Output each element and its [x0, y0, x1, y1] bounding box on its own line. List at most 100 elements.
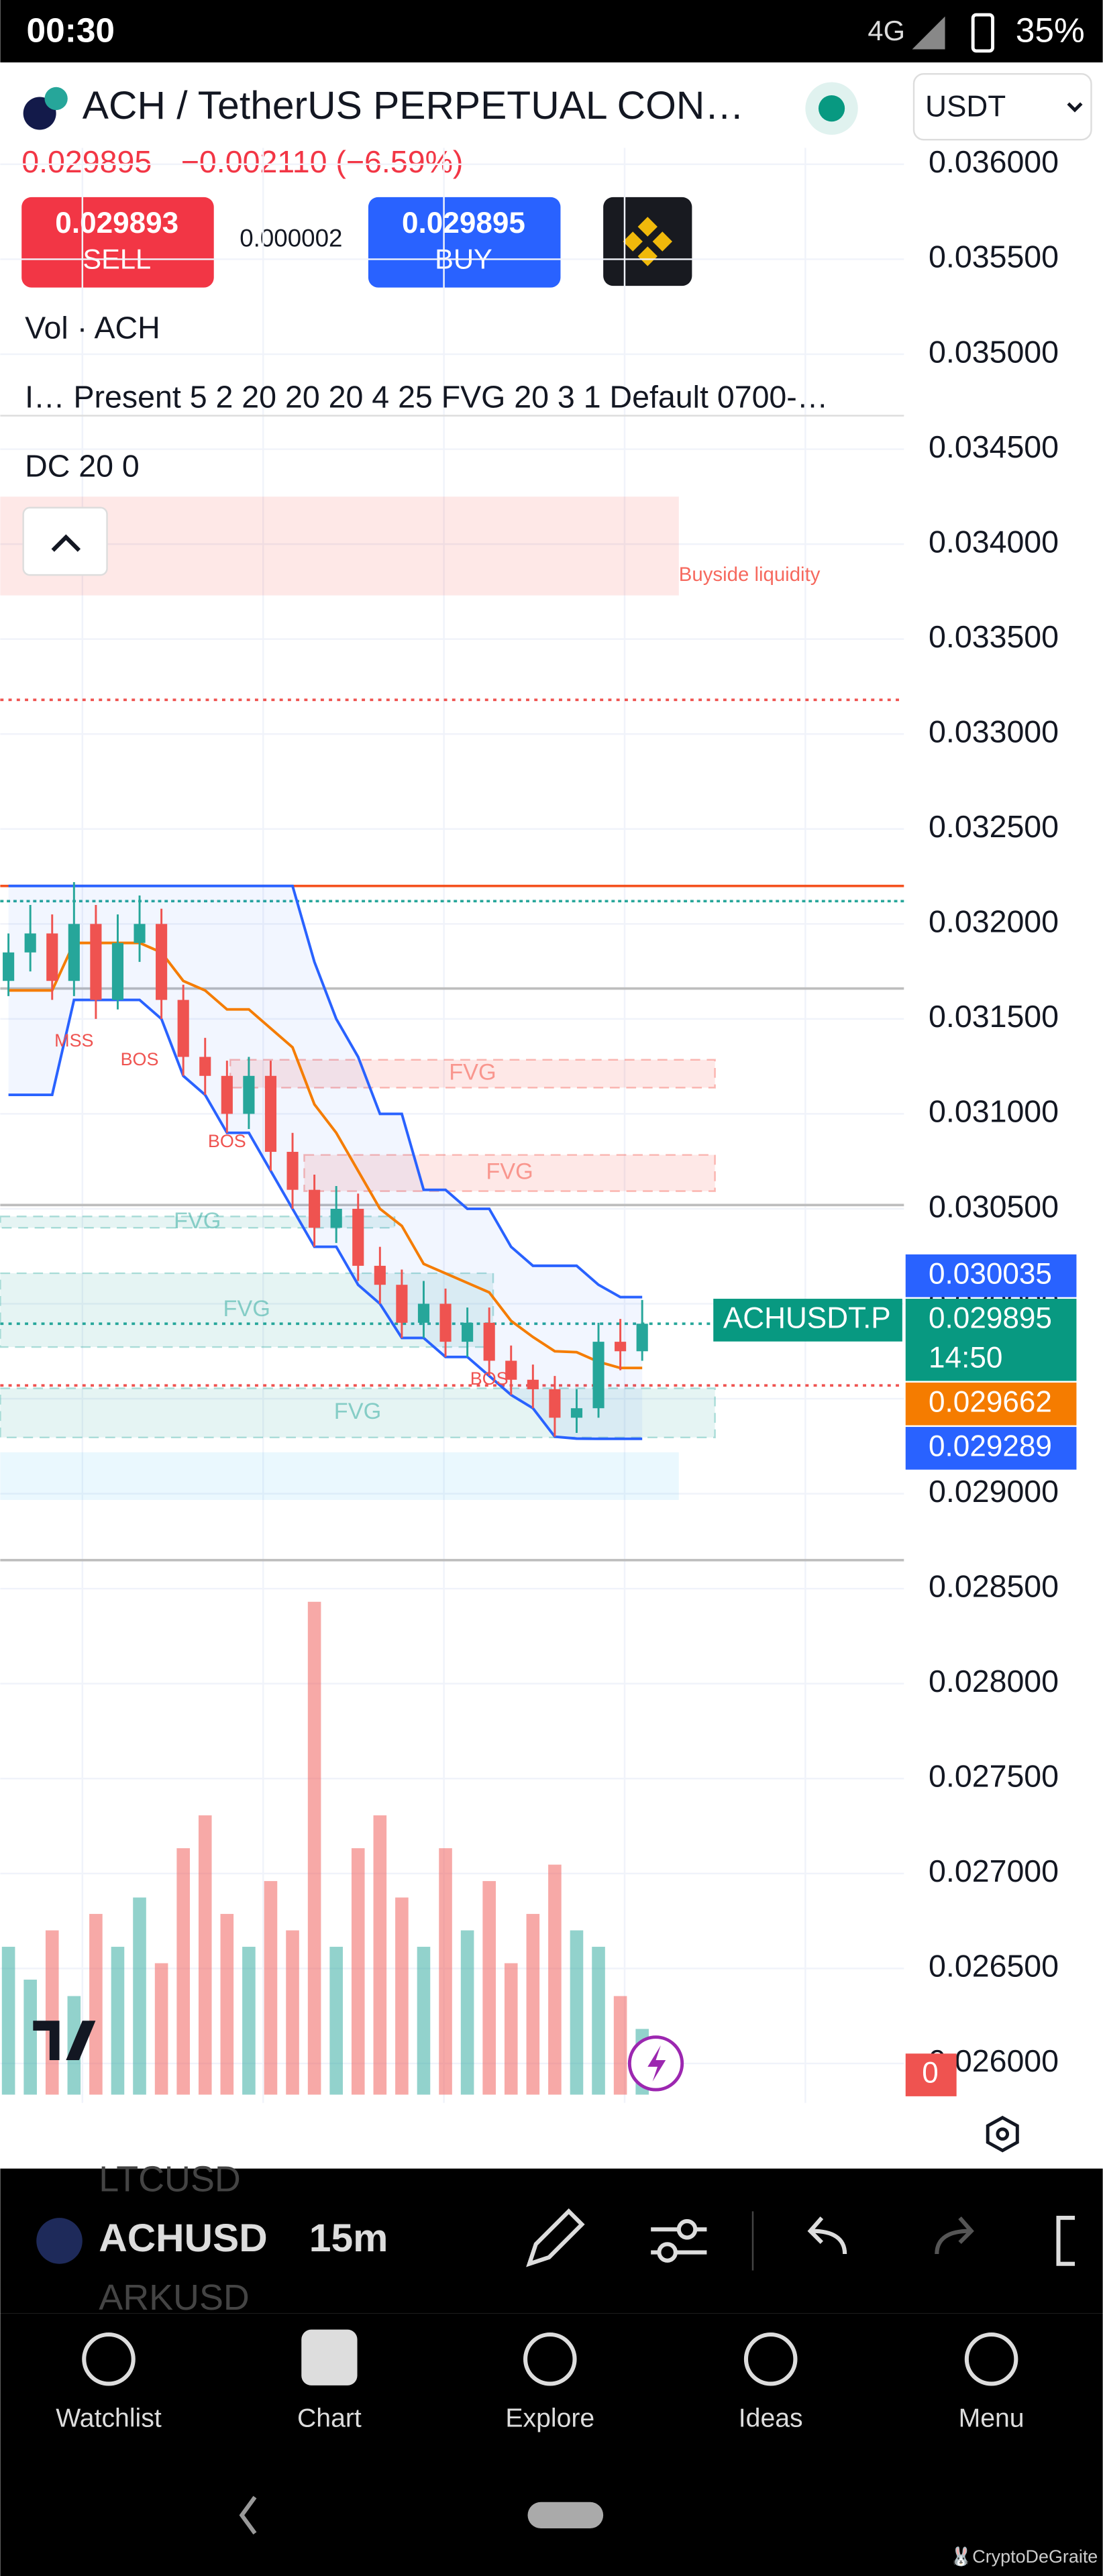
collapse-icon [51, 534, 81, 552]
signal-icon [912, 16, 945, 50]
nav-label[interactable]: Chart [297, 2404, 362, 2433]
currency-select[interactable] [912, 72, 1092, 141]
live-dot [818, 95, 845, 122]
nav-items: Watchlist Chart Explore Ideas Menu [56, 2329, 1025, 2433]
volume-legend: Vol · ACH [25, 311, 160, 345]
candle-body [3, 952, 15, 981]
nav-label[interactable]: Explore [505, 2404, 594, 2433]
buy-price: 0.029895 [402, 207, 525, 239]
sell-button[interactable] [21, 197, 214, 288]
volume-bar [220, 1914, 234, 2095]
home-pill[interactable] [527, 2502, 604, 2528]
nav-label[interactable]: Menu [959, 2404, 1025, 2433]
toolbar-symbol[interactable]: ACHUSD [99, 2216, 267, 2260]
candle-body [417, 1303, 430, 1323]
volume-bar [133, 1897, 146, 2095]
y-tick-label: 0.033000 [929, 714, 1059, 749]
redo[interactable] [935, 2216, 974, 2255]
candle-body [90, 924, 102, 1000]
last-price: 0.029895 [21, 144, 152, 179]
volume-bar [89, 1914, 103, 2095]
candle-body [199, 1057, 211, 1076]
price-tag [905, 1382, 1077, 1426]
volume-bar [526, 1914, 540, 2095]
settings-icon[interactable] [986, 2115, 1019, 2153]
broker-logo[interactable] [603, 197, 692, 286]
fullscreen[interactable] [1056, 2216, 1075, 2266]
y-tick-label: 0.034000 [929, 524, 1059, 559]
ghost-symbol: ARKUSD [99, 2277, 249, 2318]
volume-bar [23, 1980, 37, 2095]
volume-bar [286, 1930, 299, 2095]
volume-bar [460, 1930, 474, 2095]
collapse-button[interactable] [22, 506, 108, 576]
candle-body [462, 1322, 474, 1342]
indicator-legend: I… Present 5 2 20 20 20 4 25 FVG 20 3 1 … [25, 379, 828, 414]
nav-icon[interactable] [82, 2332, 136, 2386]
price-tag-label: 0.029289 [929, 1430, 1052, 1463]
volume-bar [439, 1848, 452, 2095]
candle-body [24, 933, 36, 953]
symbol-title[interactable]: ACH / TetherUS PERPETUAL CON… [83, 84, 744, 127]
y-tick-label: 0.031000 [929, 1094, 1059, 1129]
volume-bar [504, 1963, 518, 2095]
volume-bar [307, 1601, 321, 2095]
ghost-symbol: LTCUSD [99, 2159, 240, 2199]
draw-tool[interactable] [526, 2208, 585, 2267]
zone [303, 1154, 716, 1192]
donchian-legend: DC 20 0 [25, 448, 140, 483]
zone-label: FVG [334, 1399, 381, 1424]
nav-icon-bg [301, 2329, 358, 2385]
candle-body [177, 1000, 189, 1057]
interval[interactable]: 15m [309, 2216, 388, 2260]
buy-button[interactable] [368, 197, 561, 288]
nav-icon[interactable] [743, 2332, 798, 2386]
y-tick-label: 0.035500 [929, 239, 1059, 274]
nav-icon[interactable] [964, 2332, 1018, 2386]
candle-body [439, 1303, 452, 1342]
candle-body [352, 1208, 364, 1266]
nav-label[interactable]: Ideas [739, 2404, 803, 2433]
price-tag-label: 0.029662 [929, 1385, 1052, 1418]
candle-body [286, 1152, 299, 1190]
nav-label[interactable]: Watchlist [56, 2404, 162, 2433]
clock: 00:30 [27, 11, 115, 50]
nav-icon[interactable] [523, 2332, 577, 2386]
zone [0, 1272, 494, 1348]
volume-bar [198, 1815, 212, 2095]
battery: 35% [1016, 11, 1085, 50]
volume-bar [373, 1815, 387, 2095]
slider-knob [676, 2218, 698, 2240]
volume-bar [351, 1848, 365, 2095]
volume-bar [111, 1947, 125, 2095]
undo[interactable] [807, 2216, 847, 2255]
zone [0, 1216, 396, 1229]
zone [229, 1059, 716, 1089]
exchange-badge [44, 87, 68, 111]
volume-bar [395, 1897, 409, 2095]
y-tick-label: 0.034500 [929, 429, 1059, 464]
candle-body [111, 943, 124, 1000]
slider-knob [657, 2242, 678, 2263]
volume-tag-label: 0 [922, 2057, 939, 2090]
currency: USDT [925, 90, 1006, 123]
candle-body [374, 1265, 386, 1285]
y-tick-label: 0.032000 [929, 904, 1059, 939]
candle-body [264, 1075, 277, 1152]
candle-body [592, 1342, 605, 1409]
symbol-icon [36, 2218, 83, 2264]
candle-body [68, 924, 80, 981]
settings-dot [996, 2127, 1010, 2141]
back-button[interactable] [239, 2496, 257, 2535]
volume-bar [570, 1930, 584, 2095]
price-tag-label: 0.030035 [929, 1257, 1052, 1290]
plot-area: 0.036000 0.035500 0.035000 0.034500 0.034000… [0, 144, 1077, 2149]
candle-body [221, 1075, 233, 1114]
annotation: MSS [54, 1030, 93, 1051]
candle-body [527, 1379, 539, 1389]
volume-bar [176, 1848, 190, 2095]
candle-body [330, 1208, 342, 1228]
candle-body [483, 1322, 495, 1361]
